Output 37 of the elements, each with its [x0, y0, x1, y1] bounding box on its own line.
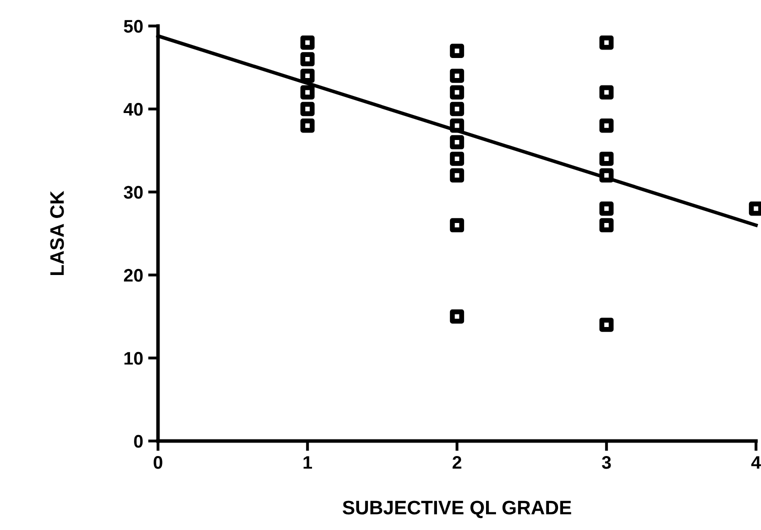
point [450, 118, 464, 133]
point [599, 318, 614, 332]
y-tick-label: 40 [124, 102, 143, 116]
x-tick-label: 1 [304, 456, 312, 469]
point [599, 168, 614, 182]
point [300, 102, 315, 116]
x-axis-title: SUBJECTIVE QL GRADE [342, 500, 572, 518]
point [450, 102, 464, 116]
point [450, 309, 464, 324]
x-tick-label: 0 [154, 456, 162, 469]
y-tick-label: 10 [124, 352, 143, 365]
point [599, 118, 614, 133]
y-tick-label: 0 [134, 434, 143, 448]
point [599, 36, 614, 50]
point [450, 152, 464, 166]
point [599, 152, 614, 166]
point [450, 68, 464, 83]
x-tick-label: 3 [602, 456, 611, 469]
point [300, 118, 315, 133]
point [300, 36, 315, 50]
point [450, 168, 464, 182]
x-tick-label: 2 [452, 456, 462, 469]
point [300, 85, 315, 100]
point [450, 85, 464, 100]
y-tick-label: 30 [124, 186, 143, 199]
point [450, 218, 464, 232]
point [599, 202, 614, 216]
y-tick-label: 50 [124, 20, 143, 33]
point [450, 135, 464, 150]
point [300, 68, 315, 83]
point [450, 44, 464, 58]
x-tick-label: 4 [751, 456, 761, 469]
y-axis-title: LASA CK [50, 190, 64, 276]
y-tick-label: 20 [124, 268, 143, 282]
point [300, 52, 315, 66]
point [599, 218, 614, 232]
point [599, 85, 614, 100]
